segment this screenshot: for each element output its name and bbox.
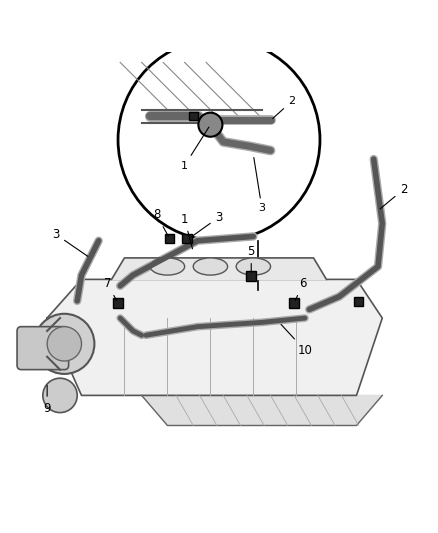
FancyBboxPatch shape <box>189 112 198 120</box>
Text: 10: 10 <box>281 325 312 357</box>
FancyBboxPatch shape <box>290 298 299 308</box>
Ellipse shape <box>236 258 271 275</box>
Circle shape <box>43 378 77 413</box>
Text: 3: 3 <box>254 158 265 214</box>
FancyBboxPatch shape <box>165 234 174 243</box>
Text: 3: 3 <box>191 211 223 237</box>
Text: 7: 7 <box>103 277 117 301</box>
Ellipse shape <box>193 258 228 275</box>
FancyBboxPatch shape <box>247 271 256 281</box>
FancyBboxPatch shape <box>182 234 191 243</box>
FancyBboxPatch shape <box>113 298 123 308</box>
FancyBboxPatch shape <box>354 297 364 306</box>
FancyBboxPatch shape <box>17 327 69 369</box>
Text: 2: 2 <box>272 96 296 118</box>
Circle shape <box>198 112 223 137</box>
Polygon shape <box>112 258 326 279</box>
Circle shape <box>118 39 320 241</box>
Text: 8: 8 <box>153 208 168 236</box>
Text: 1: 1 <box>181 213 193 249</box>
Text: 9: 9 <box>43 385 51 415</box>
Text: 6: 6 <box>295 277 307 301</box>
Polygon shape <box>141 395 382 425</box>
Ellipse shape <box>150 258 185 275</box>
Circle shape <box>34 314 95 374</box>
Text: 2: 2 <box>380 183 407 209</box>
Text: 1: 1 <box>181 127 209 171</box>
Text: 3: 3 <box>52 228 88 256</box>
Text: 5: 5 <box>247 245 255 272</box>
Circle shape <box>47 327 81 361</box>
Polygon shape <box>47 279 382 395</box>
